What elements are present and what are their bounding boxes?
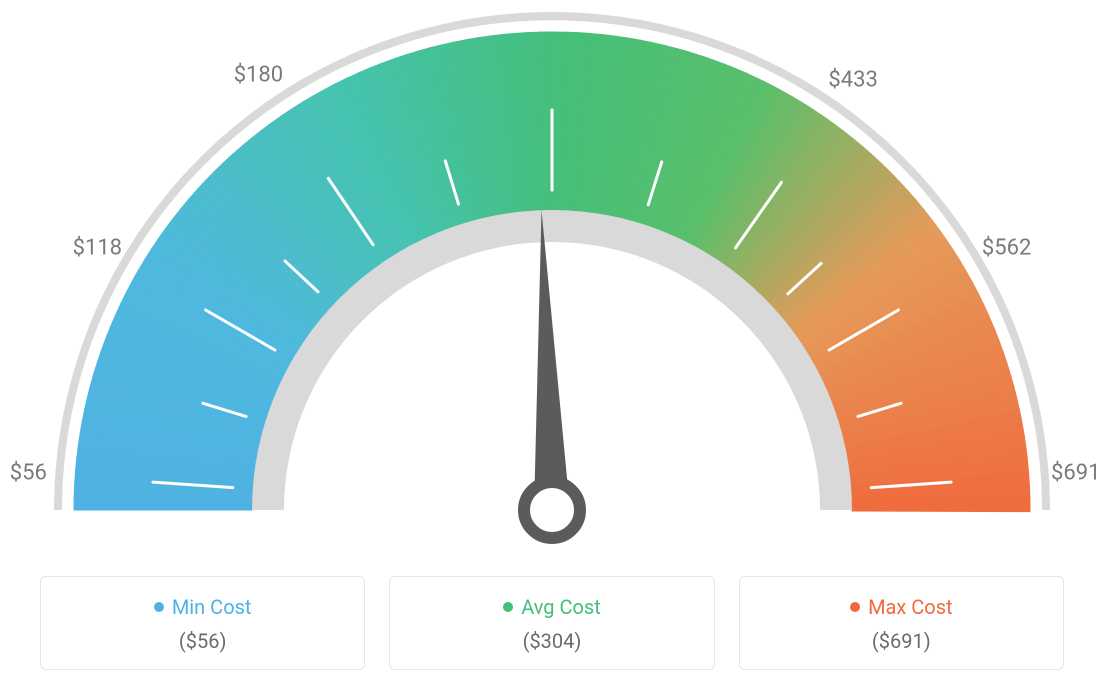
legend-amount-avg: ($304) — [400, 629, 703, 653]
legend-card-min: Min Cost ($56) — [40, 576, 365, 670]
legend-dot-max — [850, 602, 860, 612]
legend-title-row-min: Min Cost — [154, 595, 252, 619]
scale-label-1: $118 — [73, 235, 122, 260]
legend-amount-min: ($56) — [51, 629, 354, 653]
legend-card-max: Max Cost ($691) — [739, 576, 1064, 670]
scale-label-4: $433 — [828, 67, 877, 92]
gauge-container: $56$118$180$304$433$562$691 — [0, 0, 1104, 560]
legend-title-min: Min Cost — [172, 595, 252, 619]
legend-card-avg: Avg Cost ($304) — [389, 576, 714, 670]
scale-label-0: $56 — [10, 461, 47, 486]
scale-label-6: $691 — [1051, 461, 1100, 486]
legend-amount-max: ($691) — [750, 629, 1053, 653]
scale-label-5: $562 — [982, 235, 1031, 260]
legend-title-row-max: Max Cost — [850, 595, 953, 619]
legend-dot-avg — [503, 602, 513, 612]
scale-label-2: $180 — [234, 62, 283, 87]
legend-dot-min — [154, 602, 164, 612]
gauge-svg — [0, 0, 1104, 560]
legend-title-max: Max Cost — [868, 595, 953, 619]
legend-title-row-avg: Avg Cost — [503, 595, 601, 619]
legend-row: Min Cost ($56) Avg Cost ($304) Max Cost … — [0, 576, 1104, 670]
legend-title-avg: Avg Cost — [521, 595, 601, 619]
